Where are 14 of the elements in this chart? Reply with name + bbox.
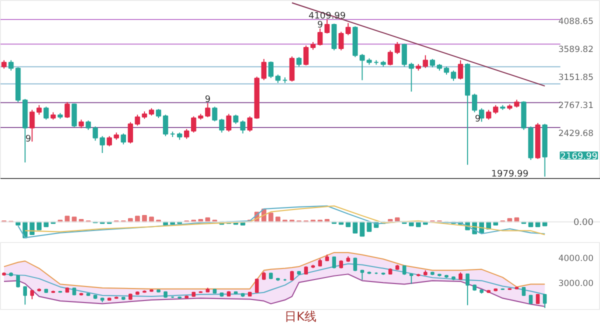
y-tick-label: 3589.82 bbox=[558, 45, 594, 56]
x-axis-title: 日K线 bbox=[284, 310, 316, 324]
annotation: 9 bbox=[25, 134, 32, 145]
y-tick-label: 2767.31 bbox=[558, 101, 594, 112]
y-tick-label: 2429.68 bbox=[558, 129, 594, 140]
annotation: 9 bbox=[317, 20, 324, 30]
text: 0.00 bbox=[573, 218, 594, 228]
y-tick-label: 4000.00 bbox=[558, 254, 594, 264]
annotation: 2169.99 bbox=[560, 152, 598, 162]
y-tick-label: 3151.85 bbox=[558, 73, 594, 84]
y-tick-label: 4088.65 bbox=[558, 17, 594, 28]
y-tick-label: 3000.00 bbox=[558, 278, 594, 289]
annotation: 9 bbox=[474, 114, 481, 125]
annotation: 1979.99 bbox=[491, 170, 529, 180]
